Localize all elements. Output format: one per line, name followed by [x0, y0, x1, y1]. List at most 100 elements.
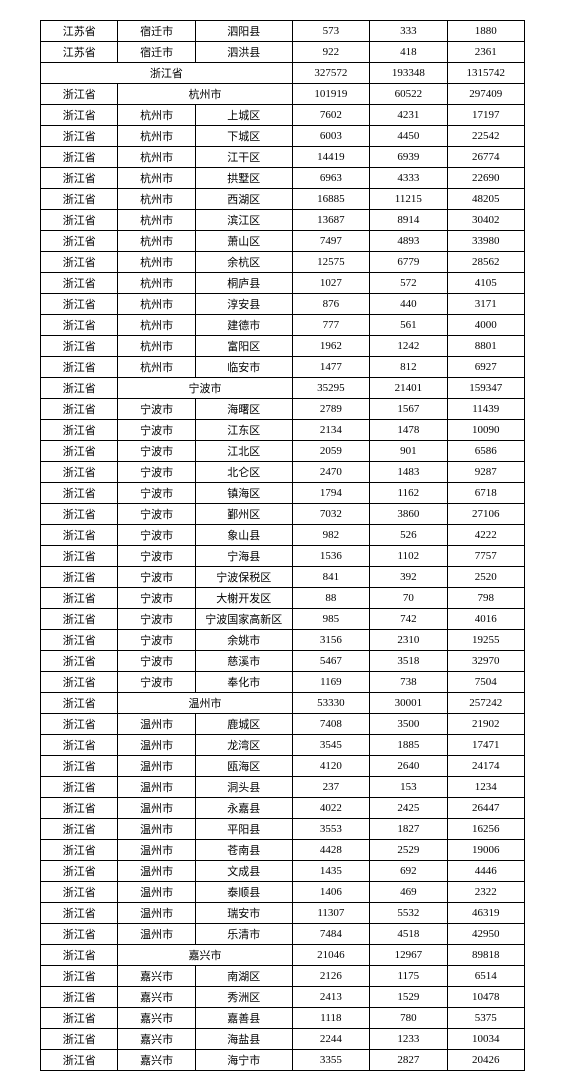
table-cell: 6586 — [447, 441, 524, 462]
table-cell: 嘉兴市 — [118, 966, 195, 987]
table-cell: 88 — [292, 588, 369, 609]
table-cell: 237 — [292, 777, 369, 798]
table-cell: 4450 — [370, 126, 447, 147]
table-cell: 浙江省 — [41, 966, 118, 987]
table-cell: 16885 — [292, 189, 369, 210]
table-cell: 3860 — [370, 504, 447, 525]
table-cell: 2413 — [292, 987, 369, 1008]
table-cell: 浙江省 — [41, 126, 118, 147]
table-cell: 922 — [292, 42, 369, 63]
table-cell: 561 — [370, 315, 447, 336]
table-row: 浙江省3275721933481315742 — [41, 63, 525, 84]
table-cell: 13687 — [292, 210, 369, 231]
table-cell: 温州市 — [118, 903, 195, 924]
table-cell: 26447 — [447, 798, 524, 819]
table-cell: 21902 — [447, 714, 524, 735]
table-cell: 浙江省 — [41, 693, 118, 714]
table-row: 浙江省杭州市淳安县8764403171 — [41, 294, 525, 315]
table-cell: 4000 — [447, 315, 524, 336]
table-cell: 876 — [292, 294, 369, 315]
table-row: 浙江省嘉兴市秀洲区2413152910478 — [41, 987, 525, 1008]
table-cell: 738 — [370, 672, 447, 693]
table-cell: 11439 — [447, 399, 524, 420]
table-cell: 上城区 — [195, 105, 292, 126]
table-cell: 南湖区 — [195, 966, 292, 987]
table-cell: 5532 — [370, 903, 447, 924]
table-cell: 泰顺县 — [195, 882, 292, 903]
table-cell: 浙江省 — [41, 210, 118, 231]
table-cell: 4022 — [292, 798, 369, 819]
table-cell: 2361 — [447, 42, 524, 63]
table-row: 浙江省杭州市江干区14419693926774 — [41, 147, 525, 168]
table-cell: 镇海区 — [195, 483, 292, 504]
table-cell: 平阳县 — [195, 819, 292, 840]
table-cell: 526 — [370, 525, 447, 546]
table-row: 浙江省杭州市余杭区12575677928562 — [41, 252, 525, 273]
table-row: 浙江省杭州市10191960522297409 — [41, 84, 525, 105]
table-cell: 浙江省 — [41, 336, 118, 357]
table-cell: 宁波市 — [118, 525, 195, 546]
table-cell: 秀洲区 — [195, 987, 292, 1008]
table-cell: 35295 — [292, 378, 369, 399]
table-cell: 1483 — [370, 462, 447, 483]
table-row: 浙江省宁波市镇海区179411626718 — [41, 483, 525, 504]
table-cell: 奉化市 — [195, 672, 292, 693]
table-cell: 浙江省 — [41, 546, 118, 567]
table-cell: 8801 — [447, 336, 524, 357]
table-cell: 692 — [370, 861, 447, 882]
table-cell: 浙江省 — [41, 777, 118, 798]
table-row: 浙江省宁波市3529521401159347 — [41, 378, 525, 399]
table-cell: 2244 — [292, 1029, 369, 1050]
table-cell: 17197 — [447, 105, 524, 126]
table-cell: 798 — [447, 588, 524, 609]
table-cell: 1118 — [292, 1008, 369, 1029]
table-cell: 杭州市 — [118, 168, 195, 189]
table-cell: 余杭区 — [195, 252, 292, 273]
table-cell: 浙江省 — [41, 1050, 118, 1071]
table-cell: 杭州市 — [118, 210, 195, 231]
table-cell: 10090 — [447, 420, 524, 441]
table-cell: 宁波市 — [118, 399, 195, 420]
table-cell: 1242 — [370, 336, 447, 357]
table-cell: 浙江省 — [41, 105, 118, 126]
table-cell: 4428 — [292, 840, 369, 861]
table-cell: 北仑区 — [195, 462, 292, 483]
table-cell: 12967 — [370, 945, 447, 966]
table-cell: 3500 — [370, 714, 447, 735]
table-cell: 西湖区 — [195, 189, 292, 210]
table-cell: 5375 — [447, 1008, 524, 1029]
table-cell: 11215 — [370, 189, 447, 210]
table-cell: 海盐县 — [195, 1029, 292, 1050]
table-cell: 宁波保税区 — [195, 567, 292, 588]
table-row: 浙江省宁波市江北区20599016586 — [41, 441, 525, 462]
table-cell: 洞头县 — [195, 777, 292, 798]
table-cell: 鄞州区 — [195, 504, 292, 525]
table-cell: 温州市 — [118, 735, 195, 756]
table-cell: 4518 — [370, 924, 447, 945]
table-cell: 4222 — [447, 525, 524, 546]
table-cell: 杭州市 — [118, 105, 195, 126]
table-cell: 宁波市 — [118, 672, 195, 693]
table-row: 浙江省杭州市萧山区7497489333980 — [41, 231, 525, 252]
table-cell: 742 — [370, 609, 447, 630]
table-cell: 浙江省 — [41, 231, 118, 252]
table-cell: 杭州市 — [118, 273, 195, 294]
table-cell: 22690 — [447, 168, 524, 189]
table-cell: 浙江省 — [41, 861, 118, 882]
table-cell: 浙江省 — [41, 567, 118, 588]
table-cell: 3171 — [447, 294, 524, 315]
table-cell: 812 — [370, 357, 447, 378]
table-cell: 159347 — [447, 378, 524, 399]
table-cell: 鹿城区 — [195, 714, 292, 735]
table-cell: 4446 — [447, 861, 524, 882]
table-row: 浙江省温州市文成县14356924446 — [41, 861, 525, 882]
table-cell: 浙江省 — [41, 525, 118, 546]
table-cell: 浙江省 — [41, 483, 118, 504]
table-cell: 嘉兴市 — [118, 1029, 195, 1050]
table-cell: 1880 — [447, 21, 524, 42]
table-cell: 3355 — [292, 1050, 369, 1071]
table-cell: 宁波市 — [118, 567, 195, 588]
table-cell: 7032 — [292, 504, 369, 525]
table-cell: 瓯海区 — [195, 756, 292, 777]
table-cell: 宿迁市 — [118, 21, 195, 42]
